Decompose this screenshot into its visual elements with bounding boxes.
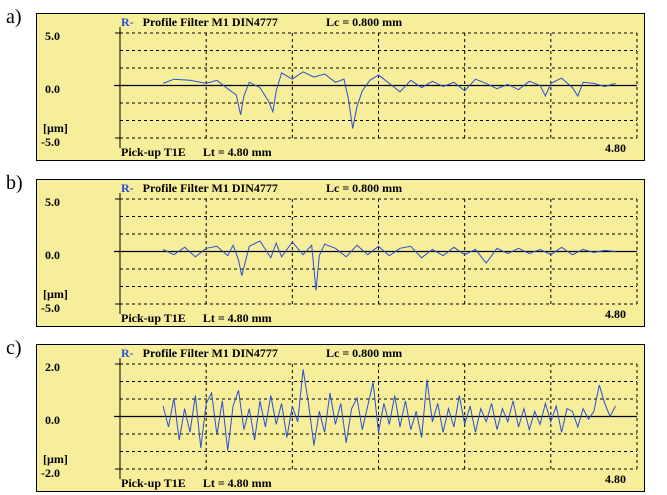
footer-lt-b: Lt = 4.80 mm — [202, 311, 272, 325]
xtick-end-c: 4.80 — [605, 472, 626, 486]
footer-lt-c: Lt = 4.80 mm — [202, 476, 272, 490]
header-filter-a: Profile Filter M1 DIN4777 — [142, 15, 278, 29]
header-lc-b: Lc = 0.800 mm — [326, 181, 403, 195]
ytick-bottom-a: -5.0 — [41, 135, 60, 149]
ylabel-c: [µm] — [43, 452, 68, 466]
xtick-end-b: 4.80 — [605, 307, 626, 321]
footer-lt-a: Lt = 4.80 mm — [202, 145, 272, 159]
chart-footer-b: Pick-up T1E Lt = 4.80 mm — [121, 311, 272, 326]
profile-chart-b: R- Profile Filter M1 DIN4777 Lc = 0.800 … — [36, 179, 645, 327]
ytick-zero-c: 0.0 — [45, 413, 60, 427]
header-prefix-a: R- — [121, 15, 134, 29]
ytick-top-b: 5.0 — [45, 195, 60, 209]
profile-chart-a: R- Profile Filter M1 DIN4777 Lc = 0.800 … — [36, 13, 645, 161]
chart-plot-a — [114, 27, 638, 148]
panel-label-b: b) — [6, 172, 23, 194]
ytick-top-a: 5.0 — [45, 29, 60, 43]
chart-header-c: R- Profile Filter M1 DIN4777 Lc = 0.800 … — [121, 346, 402, 361]
profile-chart-c: R- Profile Filter M1 DIN4777 Lc = 0.800 … — [36, 344, 645, 492]
header-filter-b: Profile Filter M1 DIN4777 — [142, 181, 278, 195]
chart-footer-a: Pick-up T1E Lt = 4.80 mm — [121, 145, 272, 160]
panel-label-c: c) — [6, 337, 22, 359]
footer-pickup-b: Pick-up T1E — [121, 311, 186, 325]
header-filter-c: Profile Filter M1 DIN4777 — [142, 346, 278, 360]
ytick-zero-b: 0.0 — [45, 248, 60, 262]
chart-footer-c: Pick-up T1E Lt = 4.80 mm — [121, 476, 272, 491]
ytick-top-c: 2.0 — [45, 360, 60, 374]
chart-plot-c — [114, 358, 638, 479]
header-lc-a: Lc = 0.800 mm — [326, 15, 403, 29]
xtick-end-a: 4.80 — [605, 141, 626, 155]
footer-pickup-c: Pick-up T1E — [121, 476, 186, 490]
chart-plot-b — [114, 193, 638, 314]
header-prefix-c: R- — [121, 346, 134, 360]
ylabel-b: [µm] — [43, 287, 68, 301]
header-lc-c: Lc = 0.800 mm — [326, 346, 403, 360]
profile-series-line — [162, 240, 616, 291]
footer-pickup-a: Pick-up T1E — [121, 145, 186, 159]
profile-series-line — [162, 369, 616, 451]
ytick-bottom-b: -5.0 — [41, 301, 60, 315]
header-prefix-b: R- — [121, 181, 134, 195]
ytick-zero-a: 0.0 — [45, 82, 60, 96]
chart-header-b: R- Profile Filter M1 DIN4777 Lc = 0.800 … — [121, 181, 402, 196]
chart-header-a: R- Profile Filter M1 DIN4777 Lc = 0.800 … — [121, 15, 402, 30]
ytick-bottom-c: -2.0 — [41, 466, 60, 480]
panel-label-a: a) — [6, 6, 22, 28]
ylabel-a: [µm] — [43, 121, 68, 135]
profile-series-line — [162, 71, 616, 129]
